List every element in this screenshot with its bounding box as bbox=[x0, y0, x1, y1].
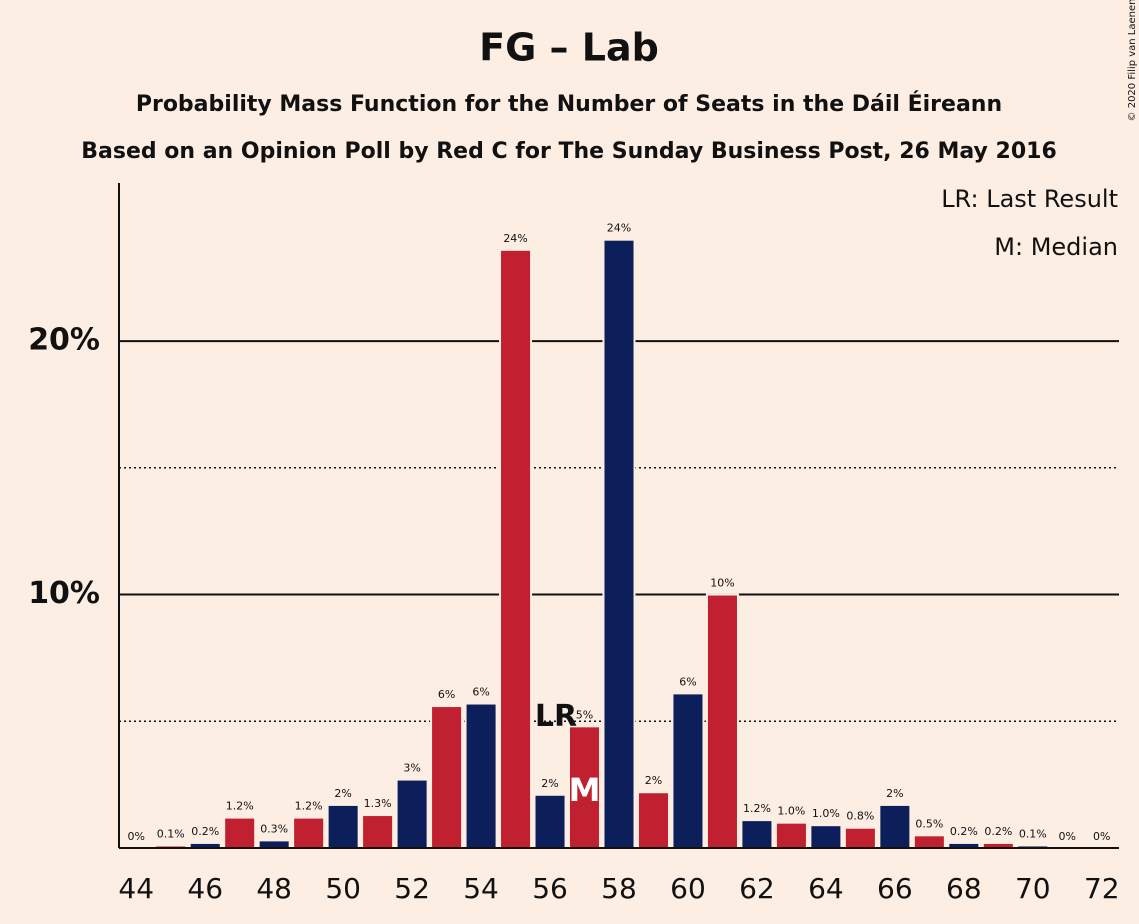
x-tick-label: 50 bbox=[325, 872, 361, 905]
data-label: 24% bbox=[503, 232, 527, 245]
bar bbox=[292, 816, 326, 849]
bar bbox=[912, 834, 946, 849]
data-label: 0% bbox=[1093, 830, 1110, 843]
data-label: 0.5% bbox=[915, 817, 943, 830]
data-label: 2% bbox=[334, 787, 351, 800]
x-tick-label: 58 bbox=[601, 872, 637, 905]
data-label: 24% bbox=[607, 222, 631, 235]
x-tick-label: 68 bbox=[946, 872, 982, 905]
last-result-marker: LR bbox=[535, 699, 577, 734]
data-label: 1.0% bbox=[777, 805, 805, 818]
bar bbox=[361, 814, 395, 849]
data-label: 0.2% bbox=[191, 825, 219, 838]
chart-subtitle: Based on an Opinion Poll by Red C for Th… bbox=[81, 139, 1057, 164]
copyright: © 2020 Filip van Laenen bbox=[1127, 0, 1138, 121]
legend-entry: LR: Last Result bbox=[941, 185, 1118, 213]
median-marker: M bbox=[569, 771, 601, 809]
bar bbox=[257, 839, 291, 850]
bar bbox=[705, 593, 739, 849]
x-tick-label: 56 bbox=[532, 872, 568, 905]
bar bbox=[223, 816, 257, 849]
bar bbox=[326, 803, 360, 850]
data-label: 0.3% bbox=[260, 822, 288, 835]
bar bbox=[464, 702, 498, 849]
x-tick-label: 70 bbox=[1015, 872, 1051, 905]
x-tick-label: 44 bbox=[118, 872, 154, 905]
data-label: 2% bbox=[645, 774, 662, 787]
y-tick-label: 20% bbox=[28, 323, 100, 358]
data-label: 1.2% bbox=[295, 800, 323, 813]
bar bbox=[671, 692, 705, 850]
bar bbox=[499, 248, 533, 850]
bar bbox=[878, 803, 912, 850]
data-label: 3% bbox=[403, 762, 420, 775]
data-label: 0.8% bbox=[846, 810, 874, 823]
bar bbox=[636, 791, 670, 850]
data-label: 0.1% bbox=[1019, 827, 1047, 840]
x-tick-label: 54 bbox=[463, 872, 499, 905]
data-label: 5% bbox=[576, 708, 593, 721]
legend-entry: M: Median bbox=[994, 233, 1118, 261]
x-tick-label: 72 bbox=[1084, 872, 1120, 905]
bar bbox=[533, 793, 567, 849]
chart-title: FG – Lab bbox=[479, 26, 659, 70]
bar bbox=[740, 819, 774, 849]
data-label: 6% bbox=[679, 675, 696, 688]
x-tick-label: 64 bbox=[808, 872, 844, 905]
y-tick-label: 10% bbox=[28, 576, 100, 611]
bar bbox=[602, 238, 636, 849]
bar bbox=[774, 821, 808, 850]
data-label: 10% bbox=[710, 577, 734, 590]
x-tick-label: 46 bbox=[187, 872, 223, 905]
data-label: 2% bbox=[886, 787, 903, 800]
data-label: 1.0% bbox=[812, 807, 840, 820]
x-tick-label: 62 bbox=[739, 872, 775, 905]
chart-subtitle: Probability Mass Function for the Number… bbox=[136, 91, 1002, 117]
bar bbox=[395, 778, 429, 849]
bar bbox=[809, 824, 843, 850]
data-label: 0% bbox=[1059, 830, 1076, 843]
x-tick-label: 60 bbox=[670, 872, 706, 905]
data-label: 1.2% bbox=[743, 802, 771, 815]
x-tick-label: 48 bbox=[256, 872, 292, 905]
data-label: 2% bbox=[541, 777, 558, 790]
data-label: 6% bbox=[472, 686, 489, 699]
data-label: 0% bbox=[128, 830, 145, 843]
x-tick-label: 52 bbox=[394, 872, 430, 905]
data-label: 0.1% bbox=[157, 827, 185, 840]
bar bbox=[843, 826, 877, 850]
data-label: 6% bbox=[438, 688, 455, 701]
x-tick-label: 66 bbox=[877, 872, 913, 905]
data-label: 1.2% bbox=[226, 800, 254, 813]
bar bbox=[430, 705, 464, 849]
data-label: 0.2% bbox=[984, 825, 1012, 838]
bar bbox=[568, 725, 602, 849]
data-label: 1.3% bbox=[364, 797, 392, 810]
data-label: 0.2% bbox=[950, 825, 978, 838]
